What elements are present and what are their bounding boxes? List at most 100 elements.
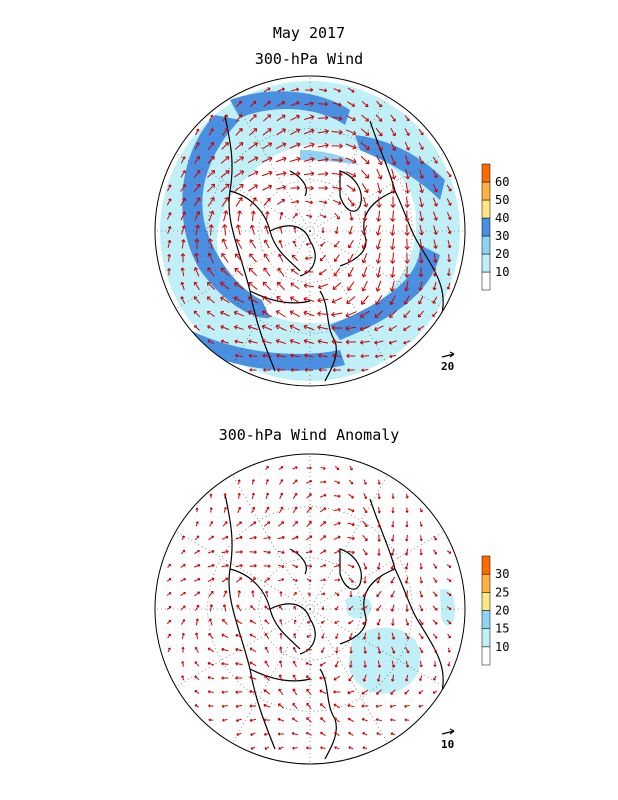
wind-vector-head <box>206 296 211 301</box>
wind-vector-head <box>266 506 270 510</box>
wind-vector <box>332 186 342 190</box>
wind-vector-head <box>278 605 282 609</box>
wind-vector <box>221 128 229 136</box>
wind-vector-head <box>403 327 407 331</box>
wind-vector-head <box>323 507 327 511</box>
wind-vector <box>404 632 410 640</box>
wind-vector <box>345 129 357 135</box>
wind-vector <box>363 196 367 208</box>
wind-vector <box>276 340 286 344</box>
wind-vector-head <box>351 116 356 122</box>
wind-vector <box>222 238 228 250</box>
wind-vector-head <box>207 238 214 243</box>
colorbar-swatch <box>481 628 491 648</box>
top-shade-jet-north <box>230 91 350 125</box>
wind-vector-head <box>317 311 322 317</box>
wind-vector <box>220 156 230 164</box>
wind-vector <box>433 253 437 263</box>
wind-vector <box>303 158 315 162</box>
wind-vector-head <box>375 231 381 236</box>
wind-vector-head <box>276 368 280 372</box>
wind-vector <box>376 605 382 611</box>
wind-vector <box>349 225 353 235</box>
wind-vector <box>419 590 423 598</box>
wind-vector <box>374 340 384 344</box>
wind-vector-head <box>345 325 350 331</box>
wind-vector <box>238 590 240 598</box>
wind-vector <box>276 354 286 358</box>
wind-vector <box>331 297 343 303</box>
wind-vector-head <box>280 506 284 510</box>
wind-vector <box>207 676 215 680</box>
wind-vector <box>332 282 342 290</box>
wind-vector-head <box>278 239 283 244</box>
wind-vector <box>334 717 340 723</box>
wind-vector-head <box>224 196 229 202</box>
wind-vector-head <box>405 510 409 513</box>
wind-vector-head <box>324 128 329 135</box>
wind-vector <box>347 87 355 93</box>
wind-vector-head <box>275 324 280 330</box>
wind-vector-head <box>197 563 201 567</box>
wind-vector <box>278 506 284 514</box>
wind-vector-head <box>404 259 410 264</box>
wind-vector <box>333 88 341 92</box>
wind-vector <box>331 312 343 316</box>
wind-vector <box>362 225 368 235</box>
wind-vector <box>345 143 357 149</box>
wind-vector-head <box>292 688 296 692</box>
wind-vector-head <box>247 310 252 316</box>
wind-vector-head <box>337 578 341 582</box>
wind-vector <box>180 156 186 164</box>
wind-vector <box>210 224 212 236</box>
wind-vector <box>406 534 408 542</box>
wind-vector-head <box>277 717 281 722</box>
wind-vector-head <box>348 621 351 625</box>
wind-vector <box>418 169 424 179</box>
wind-vector-head <box>432 300 436 304</box>
wind-vector <box>375 155 383 165</box>
wind-vector <box>279 674 283 682</box>
wind-vector <box>420 562 422 570</box>
wind-vector-head <box>404 595 409 598</box>
wind-vector-head <box>347 368 350 372</box>
wind-vector-head <box>349 217 354 221</box>
wind-vector <box>249 197 257 207</box>
wind-vector-head <box>403 300 409 305</box>
wind-vector <box>293 660 297 668</box>
wind-vector-head <box>377 510 381 514</box>
wind-vector-head <box>194 661 198 664</box>
latitude-circle <box>258 557 362 661</box>
colorbar-swatch <box>481 271 491 291</box>
wind-vector <box>279 240 283 248</box>
wind-vector-head <box>222 604 227 608</box>
wind-vector-head <box>305 648 309 652</box>
wind-vector <box>306 717 312 723</box>
wind-vector-head <box>365 131 370 136</box>
wind-vector-head <box>280 479 284 482</box>
wind-vector <box>317 326 329 330</box>
wind-vector-head <box>434 580 438 583</box>
wind-vector-head <box>206 281 212 286</box>
wind-vector-head <box>391 664 396 668</box>
colorbar-swatch <box>481 253 491 273</box>
wind-vector-head <box>295 466 298 470</box>
wind-vector-head <box>267 87 271 91</box>
wind-vector-head <box>324 88 328 93</box>
wind-vector-head <box>253 128 258 133</box>
wind-vector <box>361 369 369 371</box>
wind-vector <box>376 576 382 584</box>
wind-vector <box>403 340 411 344</box>
wind-vector-head <box>364 552 368 556</box>
wind-vector <box>389 354 397 358</box>
wind-vector <box>404 155 410 165</box>
wind-vector <box>207 197 215 207</box>
wind-vector-head <box>418 300 422 305</box>
wind-vector-head <box>432 691 436 694</box>
wind-vector-head <box>291 732 295 736</box>
wind-vector-head <box>290 282 295 287</box>
wind-vector <box>377 660 381 668</box>
wind-vector <box>206 296 216 304</box>
wind-vector-head <box>277 267 282 272</box>
wind-vector <box>235 648 243 652</box>
